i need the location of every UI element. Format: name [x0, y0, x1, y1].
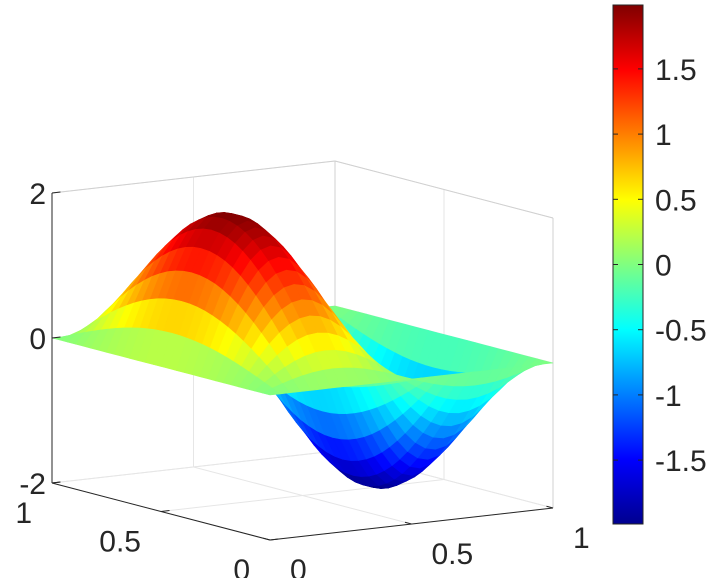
- x-tick-mark: [263, 537, 271, 541]
- z-tick-label: 2: [29, 178, 46, 211]
- axis-ticks: 0 0.5 100.51-202: [15, 178, 589, 578]
- surface-patch: [261, 387, 281, 396]
- y-tick-label: 1: [15, 497, 32, 530]
- x-tick-label: 0.5: [432, 538, 474, 571]
- z-tick-mark: [51, 481, 61, 484]
- colorbar-tick-label: 0: [655, 250, 672, 283]
- colorbar-tick-label: 0.5: [655, 184, 697, 217]
- x-tick-mark: [404, 521, 412, 525]
- y-tick-label: 0: [233, 554, 250, 578]
- z-tick-mark: [51, 191, 61, 194]
- box-edge: [51, 160, 336, 194]
- x-tick-mark: [546, 505, 554, 509]
- colorbar-tick-label: -1: [655, 380, 682, 413]
- z-tick-label: -2: [19, 468, 46, 501]
- colorbar-tick-label: -1.5: [655, 445, 707, 478]
- colorbar-tick-label: 1: [655, 119, 672, 152]
- colorbar-tick-label: -0.5: [655, 315, 707, 348]
- z-tick-label: 0: [29, 323, 46, 356]
- grid-line: [160, 479, 445, 512]
- z-tick-mark: [51, 336, 61, 339]
- x-tick-label: 1: [573, 522, 590, 555]
- colorbar-tick-label: 1.5: [655, 54, 697, 87]
- grid-line: [51, 450, 336, 484]
- box-edge: [334, 160, 554, 219]
- y-tick-label: 0.5: [99, 526, 141, 559]
- x-tick-label: 0: [290, 554, 307, 578]
- y-tick-mark: [160, 510, 170, 512]
- surface-mesh: [51, 212, 554, 489]
- y-tick-mark: [269, 538, 279, 541]
- colorbar: 1.5 1 0.5 0 -0.5 -1 -1.5: [612, 4, 707, 525]
